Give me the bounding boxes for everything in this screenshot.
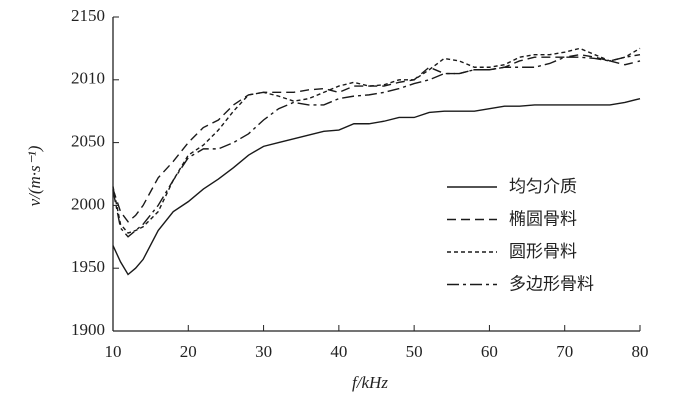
y-tick-label: 2050 — [71, 132, 105, 151]
y-tick-label: 1950 — [71, 257, 105, 276]
x-tick-label: 20 — [180, 342, 197, 361]
y-tick-label: 2010 — [71, 69, 105, 88]
x-tick-label: 10 — [105, 342, 122, 361]
y-tick-label: 2150 — [71, 6, 105, 25]
series-line — [112, 97, 641, 276]
series-line — [112, 53, 641, 223]
x-tick-label: 40 — [330, 342, 347, 361]
x-tick-label: 50 — [406, 342, 423, 361]
y-axis-label: v/(m·s⁻¹) — [25, 145, 44, 206]
x-tick-label: 80 — [632, 342, 649, 361]
y-tick-label: 1900 — [71, 320, 105, 339]
legend-label: 多边形骨料 — [509, 275, 594, 295]
legend-label: 圆形骨料 — [509, 242, 577, 262]
series-line — [112, 47, 641, 234]
x-axis-label: f/kHz — [352, 373, 388, 392]
y-tick-label: 2000 — [71, 194, 105, 213]
x-tick-label: 30 — [255, 342, 272, 361]
series-line — [112, 53, 641, 238]
x-tick-label: 70 — [556, 342, 573, 361]
legend-label: 椭圆骨料 — [509, 210, 577, 230]
legend-label: 均匀介质 — [509, 177, 577, 197]
x-tick-label: 60 — [481, 342, 498, 361]
